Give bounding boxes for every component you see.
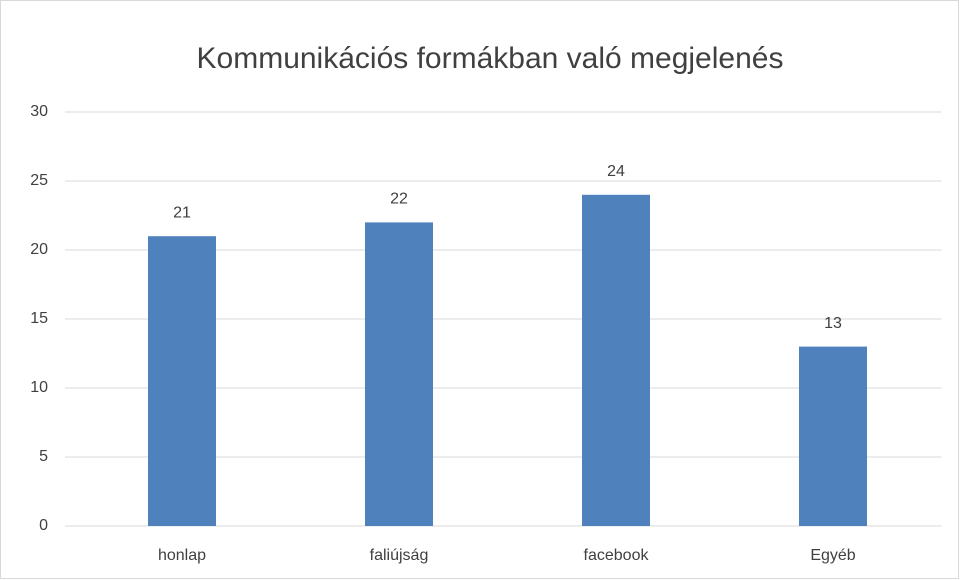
chart-title: Kommunikációs formákban való megjelenés bbox=[197, 42, 784, 75]
data-label: 21 bbox=[173, 204, 191, 221]
bar bbox=[365, 222, 433, 526]
y-tick-label: 0 bbox=[39, 517, 48, 534]
x-tick-label: honlap bbox=[158, 547, 206, 564]
bar bbox=[148, 236, 216, 526]
y-tick-label: 15 bbox=[30, 310, 48, 327]
x-tick-label: facebook bbox=[584, 547, 650, 564]
data-label: 22 bbox=[390, 191, 408, 208]
bar bbox=[582, 194, 650, 527]
x-tick-label: faliújság bbox=[370, 547, 429, 564]
y-tick-label: 5 bbox=[39, 448, 48, 465]
x-tick-label: Egyéb bbox=[810, 547, 855, 564]
y-tick-label: 20 bbox=[30, 241, 48, 258]
y-tick-label: 25 bbox=[30, 172, 48, 189]
data-label: 24 bbox=[607, 163, 625, 180]
y-tick-label: 30 bbox=[30, 103, 48, 120]
data-label: 13 bbox=[824, 315, 842, 332]
bar bbox=[799, 346, 867, 526]
y-tick-label: 10 bbox=[30, 379, 48, 396]
